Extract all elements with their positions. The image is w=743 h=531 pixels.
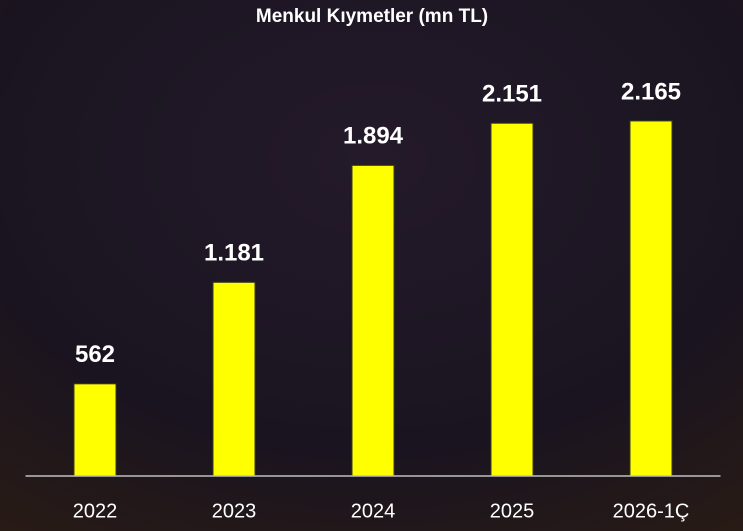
value-label: 2.151 xyxy=(482,81,542,108)
x-tick-label: 2024 xyxy=(351,500,396,522)
x-tick-label: 2023 xyxy=(212,500,257,522)
bar xyxy=(629,120,673,477)
bar xyxy=(73,383,117,477)
chart-title: Menkul Kıymetler (mn TL) xyxy=(256,6,488,27)
bar xyxy=(490,122,534,477)
x-tick-label: 2025 xyxy=(490,500,535,522)
x-tick-label: 2026-1Ç xyxy=(613,500,690,522)
value-label: 1.894 xyxy=(343,123,404,150)
value-label: 2.165 xyxy=(621,78,681,105)
bar xyxy=(212,281,256,477)
x-tick-label: 2022 xyxy=(73,500,118,522)
value-label: 1.181 xyxy=(204,240,264,267)
value-label: 562 xyxy=(75,341,115,368)
bar xyxy=(351,164,395,477)
